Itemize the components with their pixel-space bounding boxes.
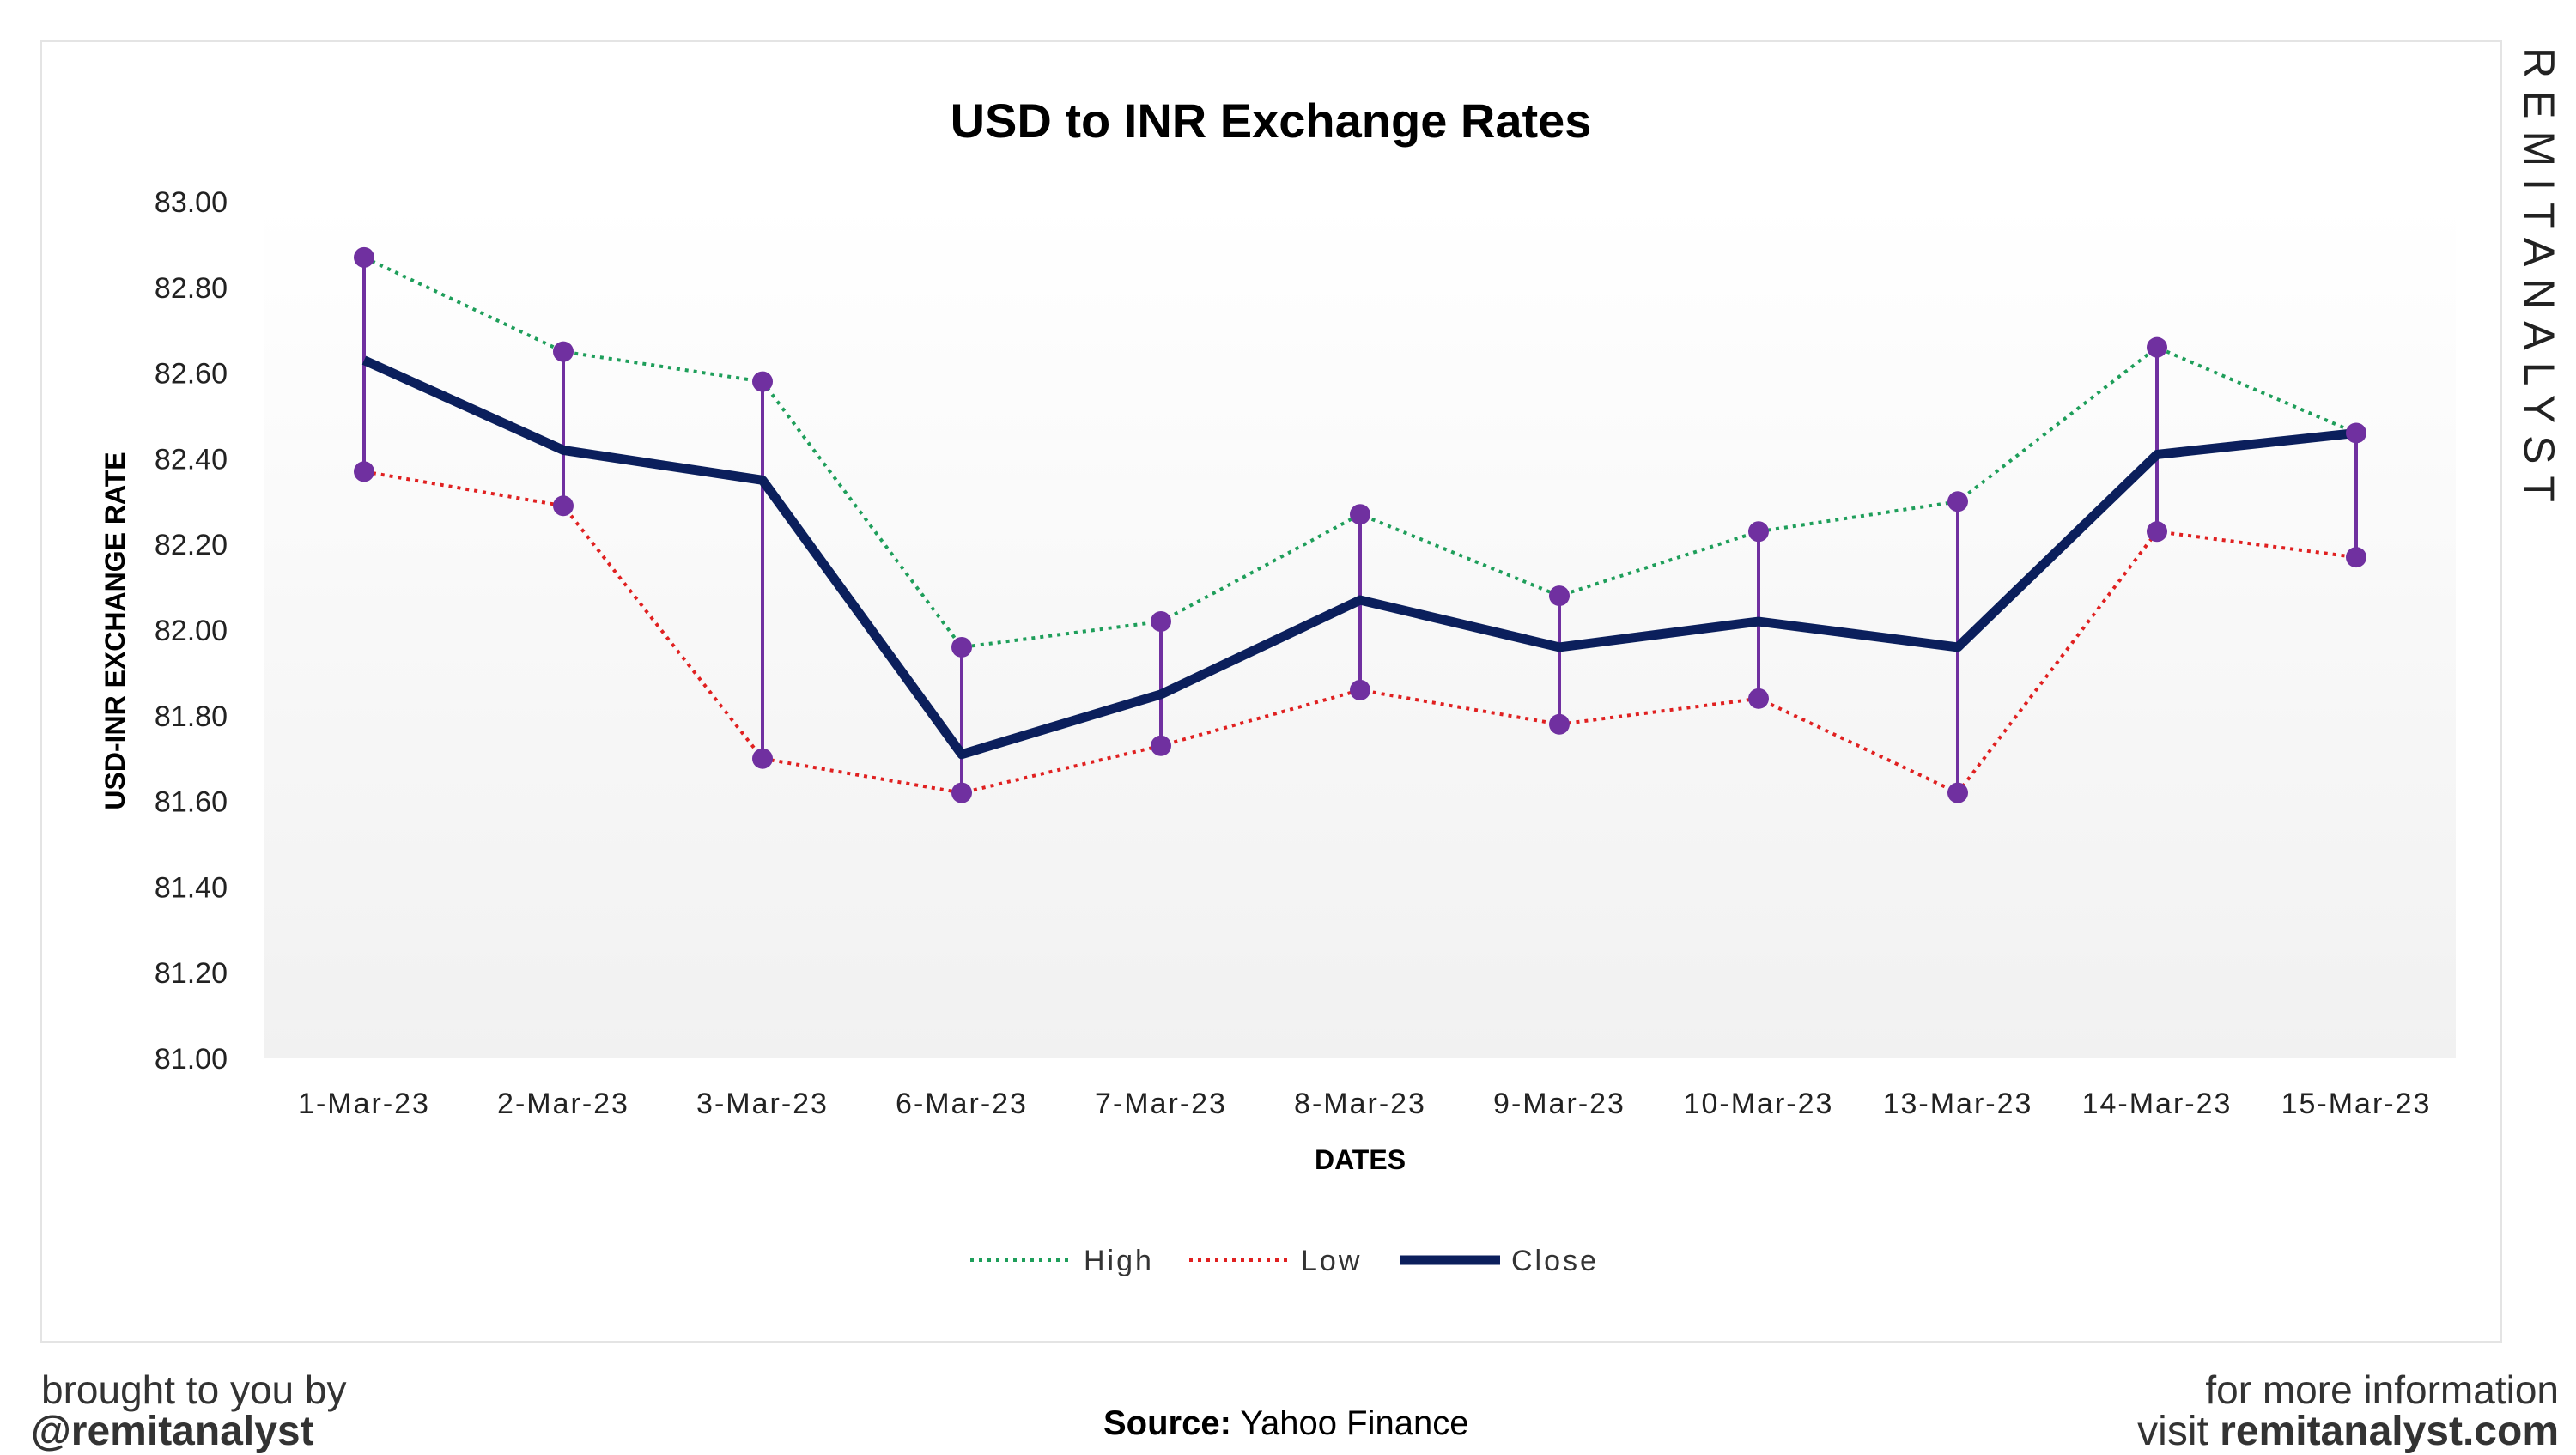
x-axis-label: DATES [1315,1144,1406,1175]
marker-high [354,246,374,268]
y-tick-label: 82.40 [155,443,228,476]
y-tick-label: 82.00 [155,615,228,647]
series-line-close [361,355,2357,760]
x-tick-label: 14-Mar-23 [2082,1088,2233,1120]
handle-text: @remitanalyst [31,1409,314,1454]
y-tick-label: 81.80 [155,700,228,733]
source-line: Source: Yahoo Finance [1103,1404,1468,1443]
marker-low [2147,521,2167,543]
y-tick-label: 81.00 [155,1043,228,1076]
marker-high [2346,422,2366,444]
marker-high [752,371,773,392]
visit-line: visit remitanalyst.com [2137,1408,2559,1455]
y-tick-label: 81.40 [155,871,228,904]
source-label: Source: [1103,1404,1231,1442]
marker-low [1151,735,1171,756]
brought-by-text: brought to you by [41,1367,347,1412]
y-tick-label: 82.80 [155,272,228,305]
y-tick-label: 81.20 [155,957,228,990]
y-axis-label: USD-INR EXCHANGE RATE [100,452,131,809]
y-tick-label: 82.60 [155,358,228,391]
x-tick-label: 8-Mar-23 [1294,1088,1426,1120]
marker-high [1350,504,1370,525]
legend: High Low Close [970,1245,1599,1277]
marker-high [1151,611,1171,633]
more-info-text: for more information [2205,1367,2559,1412]
marker-low [951,782,972,803]
series-line-high [363,256,2357,649]
x-tick-label: 9-Mar-23 [1493,1088,1625,1120]
marker-high [553,341,574,362]
y-tick-label: 81.60 [155,786,228,819]
x-tick-label: 2-Mar-23 [497,1088,629,1120]
marker-high [951,636,972,658]
legend-label-low: Low [1301,1245,1362,1277]
x-tick-label: 15-Mar-23 [2281,1088,2432,1120]
x-tick-label: 1-Mar-23 [298,1088,430,1120]
legend-label-close: Close [1511,1245,1599,1277]
marker-low [2346,547,2366,568]
x-tick-label: 10-Mar-23 [1684,1088,1834,1120]
y-tick-label: 82.20 [155,529,228,561]
marker-low [752,748,773,769]
x-tick-label: 3-Mar-23 [696,1088,829,1120]
marker-high [1549,585,1570,607]
marker-high [2147,336,2167,358]
marker-low [1350,679,1370,700]
site-link[interactable]: remitanalyst.com [2220,1409,2559,1454]
marker-high [1748,521,1769,543]
y-tick-label: 83.00 [155,186,228,219]
x-tick-label: 13-Mar-23 [1883,1088,2033,1120]
marker-low [553,495,574,517]
marker-low [1947,782,1968,803]
chart-title: USD to INR Exchange Rates [951,94,1592,148]
marker-low [1549,713,1570,735]
watermark-logo: REMITANALYST [2515,47,2563,514]
source-value: Yahoo Finance [1240,1404,1469,1442]
legend-label-high: High [1084,1245,1154,1277]
visit-text: visit [2137,1409,2208,1454]
marker-low [354,461,374,482]
x-tick-label: 6-Mar-23 [896,1088,1028,1120]
marker-high [1947,491,1968,512]
marker-low [1748,688,1769,709]
x-tick-label: 7-Mar-23 [1095,1088,1227,1120]
